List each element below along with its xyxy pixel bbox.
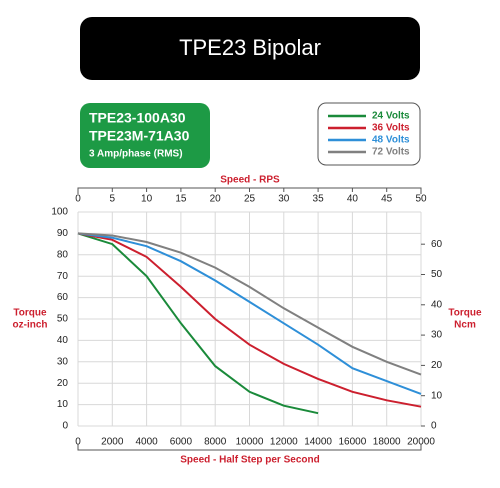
y-tick-label: 10 <box>57 399 69 410</box>
x-tick-label: 10000 <box>236 437 264 448</box>
model-label: TPE23-100A30 <box>89 110 186 126</box>
y2-axis-title: Ncm <box>454 320 476 331</box>
y-tick-label: 40 <box>57 335 69 346</box>
y-axis-title: Torque <box>13 308 47 319</box>
x2-tick-label: 10 <box>141 194 153 205</box>
x2-tick-label: 35 <box>313 194 325 205</box>
x-tick-label: 12000 <box>270 437 298 448</box>
bracket <box>77 444 422 451</box>
legend-label: 72 Volts <box>372 147 410 158</box>
series-line <box>77 232 319 415</box>
model-label: 3 Amp/phase (RMS) <box>89 149 183 160</box>
x2-tick-label: 45 <box>381 194 393 205</box>
x-tick-label: 2000 <box>101 437 124 448</box>
y-tick-label: 30 <box>57 356 69 367</box>
series-line <box>77 232 422 408</box>
x-tick-label: 6000 <box>170 437 193 448</box>
y-tick-label: 100 <box>51 207 68 218</box>
y-tick-label: 0 <box>62 421 68 432</box>
title-box <box>80 17 420 80</box>
model-label: TPE23M-71A30 <box>89 128 190 144</box>
x2-tick-label: 0 <box>75 194 81 205</box>
y-tick-label: 90 <box>57 228 69 239</box>
model-box <box>80 103 210 168</box>
y2-tick-label: 0 <box>431 421 437 432</box>
y2-tick-label: 30 <box>431 330 443 341</box>
y2-tick-label: 50 <box>431 269 443 280</box>
x2-tick-label: 15 <box>175 194 187 205</box>
y-tick-label: 80 <box>57 249 69 260</box>
legend-box <box>317 102 421 166</box>
x-tick-label: 18000 <box>373 437 401 448</box>
chart-title: TPE23 Bipolar <box>179 35 321 60</box>
x2-tick-label: 40 <box>347 194 359 205</box>
y-tick-label: 20 <box>57 378 69 389</box>
legend-label: 36 Volts <box>372 123 410 134</box>
x-tick-label: 16000 <box>338 437 366 448</box>
legend-label: 48 Volts <box>372 135 410 146</box>
y2-tick-label: 40 <box>431 299 443 310</box>
y2-tick-label: 10 <box>431 390 443 401</box>
y-tick-label: 60 <box>57 292 69 303</box>
series-line <box>77 232 422 395</box>
y-tick-label: 70 <box>57 271 69 282</box>
x2-tick-label: 30 <box>278 194 290 205</box>
x-axis-title: Speed - Half Step per Second <box>180 455 319 466</box>
x-tick-label: 8000 <box>204 437 227 448</box>
y2-tick-label: 20 <box>431 360 443 371</box>
x2-tick-label: 20 <box>210 194 222 205</box>
x-tick-label: 4000 <box>135 437 158 448</box>
y-tick-label: 50 <box>57 314 69 325</box>
x-tick-label: 0 <box>75 437 81 448</box>
y-axis-title: oz-inch <box>13 320 48 331</box>
y2-axis-title: Torque <box>448 308 482 319</box>
x-tick-label: 20000 <box>407 437 435 448</box>
x2-tick-label: 5 <box>110 194 116 205</box>
legend-label: 24 Volts <box>372 111 410 122</box>
y2-tick-label: 60 <box>431 239 443 250</box>
x2-axis-title: Speed - RPS <box>220 175 280 186</box>
x2-tick-label: 50 <box>415 194 427 205</box>
x2-tick-label: 25 <box>244 194 256 205</box>
x-tick-label: 14000 <box>304 437 332 448</box>
series-line <box>77 232 422 376</box>
